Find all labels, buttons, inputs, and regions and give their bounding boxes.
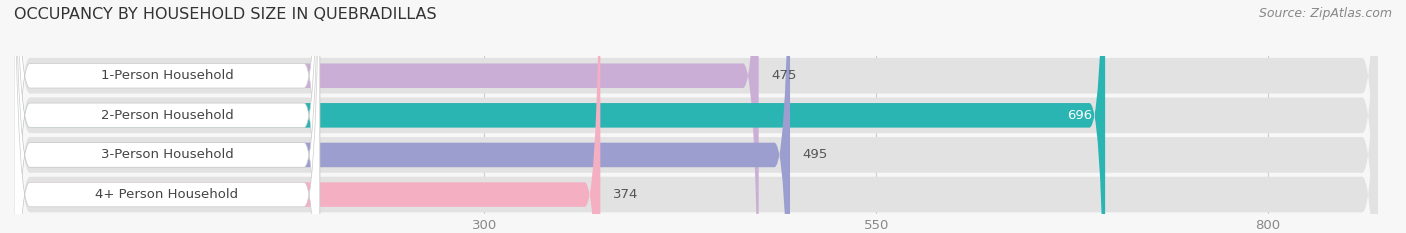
Text: 696: 696 bbox=[1067, 109, 1092, 122]
Text: 374: 374 bbox=[613, 188, 638, 201]
Text: 2-Person Household: 2-Person Household bbox=[100, 109, 233, 122]
FancyBboxPatch shape bbox=[14, 0, 1378, 233]
FancyBboxPatch shape bbox=[14, 0, 1378, 233]
FancyBboxPatch shape bbox=[14, 0, 319, 233]
FancyBboxPatch shape bbox=[14, 0, 319, 233]
FancyBboxPatch shape bbox=[14, 0, 1378, 233]
Text: Source: ZipAtlas.com: Source: ZipAtlas.com bbox=[1258, 7, 1392, 20]
FancyBboxPatch shape bbox=[14, 0, 319, 233]
Text: 495: 495 bbox=[803, 148, 828, 161]
FancyBboxPatch shape bbox=[14, 0, 319, 233]
FancyBboxPatch shape bbox=[14, 0, 1105, 233]
FancyBboxPatch shape bbox=[14, 0, 1378, 233]
Text: 4+ Person Household: 4+ Person Household bbox=[96, 188, 239, 201]
FancyBboxPatch shape bbox=[14, 0, 759, 233]
FancyBboxPatch shape bbox=[14, 0, 790, 233]
Text: 1-Person Household: 1-Person Household bbox=[100, 69, 233, 82]
Text: OCCUPANCY BY HOUSEHOLD SIZE IN QUEBRADILLAS: OCCUPANCY BY HOUSEHOLD SIZE IN QUEBRADIL… bbox=[14, 7, 437, 22]
FancyBboxPatch shape bbox=[14, 0, 600, 233]
Text: 3-Person Household: 3-Person Household bbox=[100, 148, 233, 161]
Text: 475: 475 bbox=[772, 69, 797, 82]
